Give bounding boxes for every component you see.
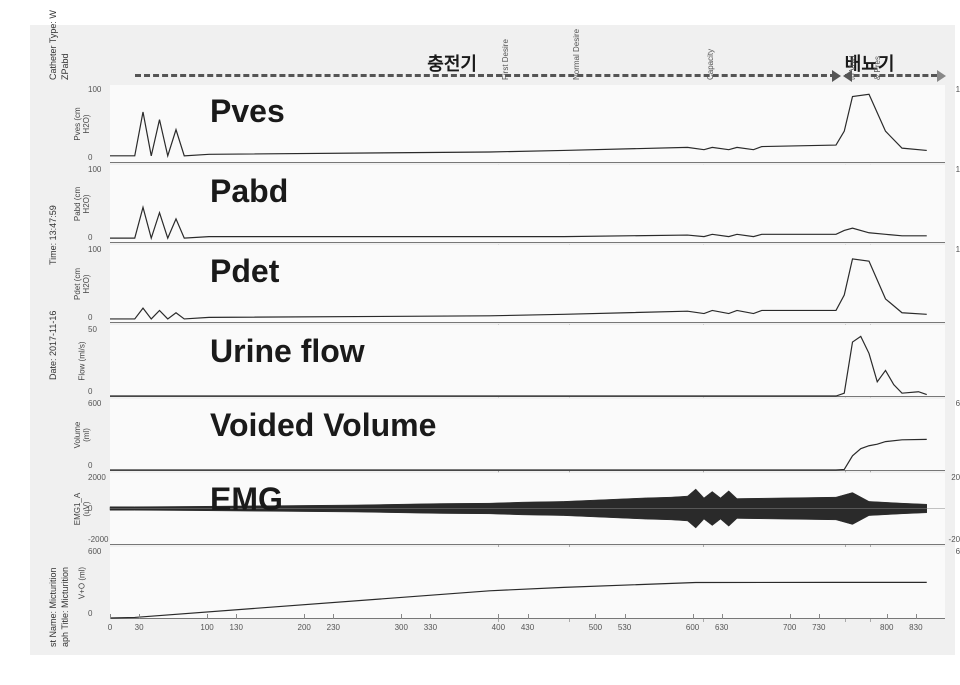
x-tick-line-5: [333, 614, 334, 619]
study-label: st Name: Micturition: [48, 567, 58, 647]
event-label-3: to Void: [848, 56, 857, 80]
x-tick-line-4: [304, 614, 305, 619]
trace-vh2o: [110, 547, 945, 618]
filling-phase-label: 충전기: [427, 50, 477, 76]
date-label: Date: 2017-11-16: [48, 311, 58, 380]
x-tick-line-12: [693, 614, 694, 619]
track-unit-volume: Volume (ml): [73, 415, 91, 455]
ytick-vh2o-1: 0: [88, 609, 92, 618]
arrow-right: [832, 70, 841, 82]
ytick-right-emg-2: -2000: [949, 535, 960, 544]
x-tick-5: 230: [327, 623, 340, 632]
ytick-pabd-1: 0: [88, 233, 92, 242]
ytick-right-volume-0: 600: [956, 399, 960, 408]
x-tick-0: 0: [108, 623, 112, 632]
x-tick-17: 830: [909, 623, 922, 632]
x-tick-line-15: [819, 614, 820, 619]
x-tick-12: 600: [686, 623, 699, 632]
x-tick-7: 330: [424, 623, 437, 632]
ytick-right-pabd-0: 100: [956, 165, 960, 174]
left-metadata: Catheter Type: W ZPabd Time: 13:47:59 Da…: [30, 25, 78, 655]
x-tick-line-16: [887, 614, 888, 619]
event-label-4: & Pres: [873, 56, 882, 80]
ytick-right-pdet-0: 100: [956, 245, 960, 254]
x-tick-3: 130: [230, 623, 243, 632]
x-tick-15: 730: [812, 623, 825, 632]
filling-dash: [135, 74, 836, 77]
big-label-emg: EMG: [210, 481, 283, 518]
x-tick-line-3: [236, 614, 237, 619]
x-tick-10: 500: [589, 623, 602, 632]
track-unit-pabd: Pabd (cm H2O): [73, 184, 91, 224]
ytick-right-emg-0: 2000: [951, 473, 960, 482]
ytick-pves-0: 100: [88, 85, 101, 94]
x-tick-line-17: [916, 614, 917, 619]
x-tick-line-13: [722, 614, 723, 619]
x-tick-16: 800: [880, 623, 893, 632]
x-tick-line-2: [207, 614, 208, 619]
chart-container: Catheter Type: W ZPabd Time: 13:47:59 Da…: [30, 25, 955, 655]
ytick-pves-1: 0: [88, 153, 92, 162]
zpabd-label: ZPabd: [60, 53, 70, 80]
ytick-pabd-0: 100: [88, 165, 101, 174]
x-tick-line-0: [110, 614, 111, 619]
big-label-pabd: Pabd: [210, 173, 288, 210]
event-label-2: Capacity: [706, 49, 715, 80]
big-label-pdet: Pdet: [210, 253, 279, 290]
x-tick-line-9: [528, 614, 529, 619]
x-tick-line-8: [498, 614, 499, 619]
ytick-emg-2: -2000: [88, 535, 108, 544]
ytick-flow-1: 0: [88, 387, 92, 396]
x-tick-13: 630: [715, 623, 728, 632]
ytick-volume-0: 600: [88, 399, 101, 408]
track-unit-pves: Pves (cm H2O): [73, 104, 91, 144]
ytick-emg-1: 0: [88, 504, 92, 513]
event-label-0: First Desire: [501, 39, 510, 80]
ytick-pdet-0: 100: [88, 245, 101, 254]
x-tick-11: 530: [618, 623, 631, 632]
x-tick-2: 100: [200, 623, 213, 632]
event-label-1: Normal Desire: [572, 29, 581, 80]
x-tick-line-11: [625, 614, 626, 619]
x-tick-8: 400: [492, 623, 505, 632]
voiding-dash: [845, 74, 937, 77]
x-tick-14: 700: [783, 623, 796, 632]
time-label: Time: 13:47:59: [48, 205, 58, 265]
x-tick-line-7: [430, 614, 431, 619]
x-tick-4: 200: [297, 623, 310, 632]
track-unit-vh2o: V+O (ml): [78, 563, 87, 603]
ytick-pdet-1: 0: [88, 313, 92, 322]
big-label-flow: Urine flow: [210, 333, 365, 370]
x-tick-line-14: [790, 614, 791, 619]
ytick-flow-0: 50: [88, 325, 97, 334]
x-tick-line-6: [401, 614, 402, 619]
ytick-volume-1: 0: [88, 461, 92, 470]
ytick-right-vh2o-0: 600: [956, 547, 960, 556]
phase-header: 충전기 배뇨기: [110, 50, 945, 85]
catheter-label: Catheter Type: W: [48, 10, 58, 80]
track-vh2o: V+O (ml)60006000: [110, 547, 945, 619]
ytick-vh2o-0: 600: [88, 547, 101, 556]
ytick-right-pves-0: 100: [956, 85, 960, 94]
track-unit-flow: Flow (ml/s): [78, 341, 87, 381]
chart-area: Pves (cm H2O)10001000PvesPabd (cm H2O)10…: [110, 85, 945, 645]
ytick-emg-0: 2000: [88, 473, 106, 482]
x-tick-6: 300: [395, 623, 408, 632]
x-tick-1: 30: [135, 623, 144, 632]
graph-title-label: aph Title: Micturition: [60, 567, 70, 647]
arrow-right-end: [937, 70, 946, 82]
x-tick-9: 430: [521, 623, 534, 632]
big-label-pves: Pves: [210, 93, 285, 130]
x-tick-line-1: [139, 614, 140, 619]
x-tick-line-10: [595, 614, 596, 619]
track-unit-pdet: Pdet (cm H2O): [73, 264, 91, 304]
big-label-volume: Voided Volume: [210, 407, 436, 444]
